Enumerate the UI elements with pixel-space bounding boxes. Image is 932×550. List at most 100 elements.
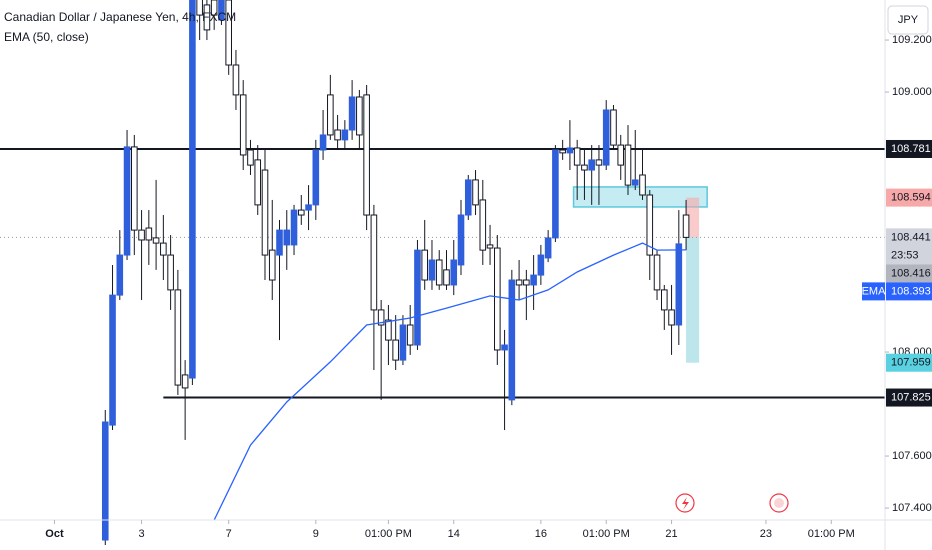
x-tick-label: 01:00 PM: [365, 528, 412, 540]
candle-body: [327, 94, 334, 136]
candle-body: [181, 374, 189, 389]
candle-body: [639, 174, 646, 196]
candle-body: [573, 147, 581, 166]
price-label-box: [886, 139, 932, 158]
candle-body: [225, 0, 232, 66]
candle-body: [189, 0, 196, 379]
position-lower: [686, 237, 700, 363]
candle-body: [254, 159, 262, 206]
currency-button[interactable]: [887, 5, 929, 35]
candle-body: [341, 129, 349, 141]
candle-body: [435, 259, 443, 286]
price-label: 107.825: [891, 391, 931, 403]
candle-body: [631, 179, 639, 186]
price-label-box: [886, 188, 932, 207]
candle-body: [196, 0, 203, 16]
candle-body: [486, 244, 494, 249]
y-tick-label: 109.200: [892, 34, 932, 46]
candle-body: [145, 227, 153, 241]
candle-body: [646, 194, 654, 256]
event-icon[interactable]: [769, 493, 789, 513]
plot-area: [0, 0, 885, 545]
candle-body: [523, 279, 530, 286]
candle-body: [261, 169, 269, 256]
candle-body: [312, 149, 320, 206]
x-tick-label: 01:00 PM: [808, 528, 855, 540]
candle-body: [668, 309, 675, 326]
candle-body: [131, 146, 138, 231]
candle-body: [239, 94, 247, 156]
candle-body: [283, 229, 291, 246]
currency-label[interactable]: JPY: [898, 14, 919, 26]
price-label: 108.393: [891, 285, 931, 297]
indicator-tag: EMA: [862, 285, 887, 297]
candle-body: [602, 109, 610, 166]
candle-body: [660, 289, 668, 311]
candle-body: [610, 109, 617, 146]
price-label: 108.441: [891, 231, 931, 243]
x-tick-label: Oct: [45, 528, 64, 540]
price-label: 108.416: [891, 267, 931, 279]
candle-body: [617, 144, 625, 166]
candle-body: [210, 0, 218, 16]
indicator-tag-box: [862, 282, 885, 301]
candle-body: [653, 254, 661, 291]
price-label-box: [886, 264, 932, 283]
candle-body: [457, 214, 465, 266]
price-label: 108.781: [891, 143, 931, 155]
candle-body: [363, 94, 370, 216]
candle-body: [385, 319, 392, 341]
candle-body: [588, 159, 595, 171]
candle-body: [356, 96, 363, 136]
price-label-box: [886, 228, 932, 265]
candle-body: [167, 254, 174, 291]
event-icon[interactable]: [675, 493, 695, 513]
candle-body: [174, 289, 182, 386]
x-tick-label: 9: [313, 528, 319, 540]
event-glyph: [774, 498, 784, 508]
candle-body: [508, 279, 516, 401]
candle-body: [559, 149, 566, 154]
price-label-box: [886, 282, 932, 301]
candle-body: [682, 214, 690, 238]
candle-body: [203, 4, 211, 31]
candle-body: [515, 279, 523, 286]
candle-body: [305, 204, 312, 211]
candle-body: [138, 229, 145, 241]
indicator-legend: EMA (50, close): [4, 30, 89, 44]
candle-body: [377, 309, 385, 326]
candle-body: [428, 259, 436, 281]
candle-body: [160, 242, 167, 256]
candle-body: [421, 249, 429, 281]
price-label: 108.594: [891, 192, 931, 204]
candle-body: [152, 237, 160, 244]
candle-body: [101, 421, 109, 541]
candle-body: [268, 249, 276, 281]
x-tick-label: 23: [760, 528, 772, 540]
candle-body: [675, 243, 683, 326]
candle-body: [218, 0, 225, 21]
event-glyph: [682, 497, 689, 510]
candle-body: [595, 159, 603, 166]
candle-body: [552, 149, 559, 239]
chart-title: Canadian Dollar / Japanese Yen, 4h, FXCM: [4, 10, 236, 24]
x-tick-label: 14: [448, 528, 460, 540]
x-tick-label: 16: [535, 528, 547, 540]
candle-body: [334, 129, 341, 141]
candle-body: [624, 144, 632, 186]
candle-body: [443, 269, 450, 286]
y-tick-label: 109.000: [892, 86, 932, 98]
candle-body: [399, 324, 407, 361]
candle-body: [537, 254, 545, 276]
candle-body: [479, 199, 487, 251]
x-tick-label: 3: [139, 528, 145, 540]
price-label-box: [886, 353, 932, 372]
price-label-box: [886, 388, 932, 407]
candle-body: [414, 249, 421, 346]
candle-body: [501, 344, 508, 351]
candle-body: [464, 179, 472, 216]
candle-body: [494, 247, 501, 351]
candle-body: [297, 209, 305, 216]
